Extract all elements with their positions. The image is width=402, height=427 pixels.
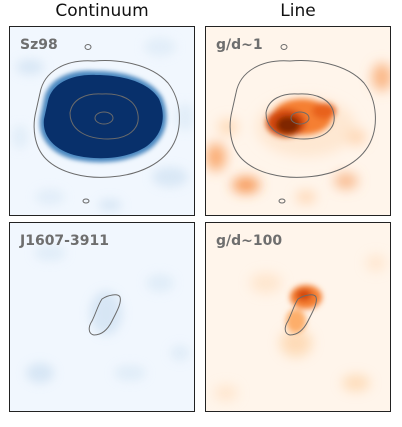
- continuum-map-sz98: [10, 27, 194, 215]
- line-map-gd100: [206, 223, 390, 411]
- column-title-continuum: Continuum: [55, 1, 149, 21]
- panel-label-gd1: g/d~1: [216, 37, 263, 53]
- line-map-gd1: [206, 27, 390, 215]
- panel-label-sz98: Sz98: [20, 37, 58, 53]
- panel-gd1-line: g/d~1: [205, 26, 391, 216]
- column-title-line: Line: [280, 1, 316, 21]
- panel-label-j1607: J1607-3911: [20, 233, 109, 249]
- panel-label-gd100: g/d~100: [216, 233, 283, 249]
- panel-gd100-line: g/d~100: [205, 222, 391, 412]
- panel-j1607-continuum: J1607-3911: [9, 222, 195, 412]
- continuum-map-j1607: [10, 223, 194, 411]
- panel-sz98-continuum: Sz98: [9, 26, 195, 216]
